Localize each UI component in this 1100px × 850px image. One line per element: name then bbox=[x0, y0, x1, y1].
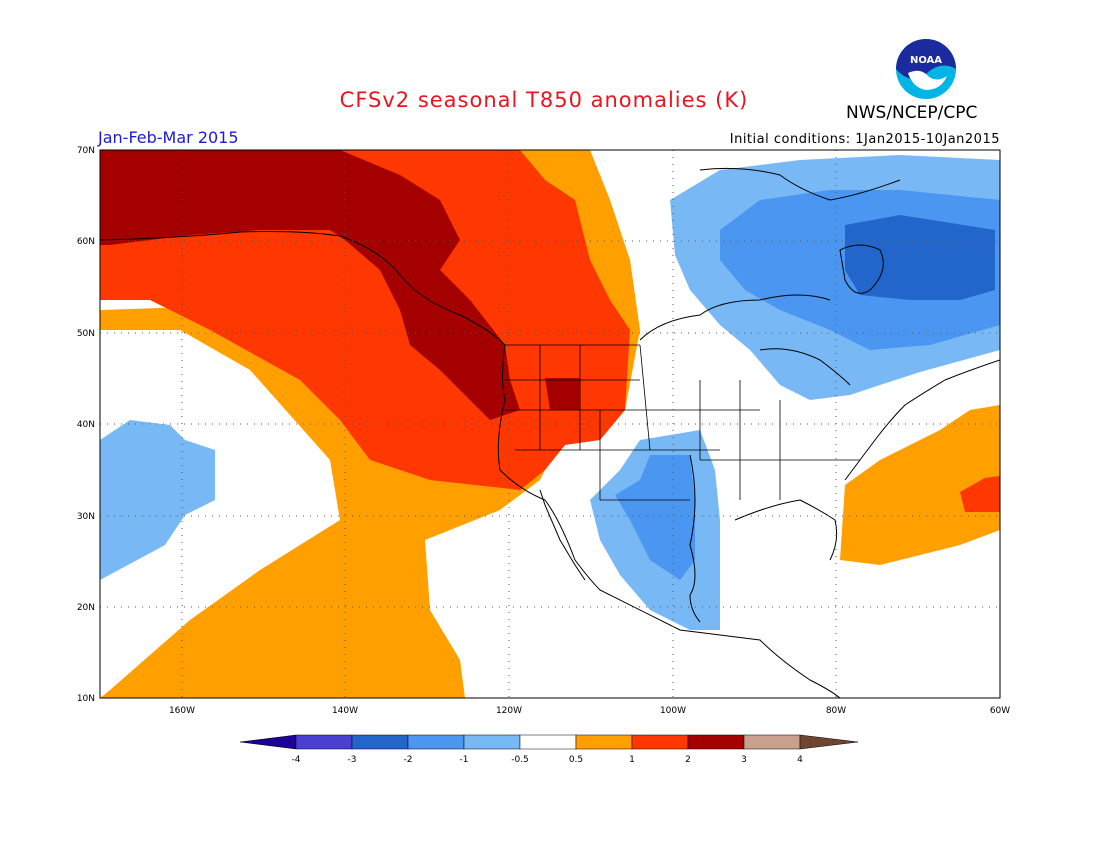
anomaly-region-blue bbox=[615, 455, 695, 580]
colorbar-label: -1 bbox=[460, 755, 469, 765]
svg-text:NOAA: NOAA bbox=[910, 55, 942, 66]
anomaly-region-lightblue bbox=[100, 420, 215, 580]
colorbar-segment bbox=[631, 734, 689, 750]
colorbar-label: 0.5 bbox=[569, 755, 583, 765]
colorbar-segment bbox=[575, 734, 633, 750]
lat-label: 30N bbox=[77, 512, 95, 522]
anomaly-region-orange bbox=[840, 405, 1000, 565]
colorbar-segment bbox=[743, 734, 801, 750]
lon-label: 160W bbox=[169, 706, 195, 716]
lon-label: 140W bbox=[332, 706, 358, 716]
chart-title: CFSv2 seasonal T850 anomalies (K) bbox=[339, 88, 749, 112]
colorbar-label: -4 bbox=[292, 755, 301, 765]
lat-label: 60N bbox=[77, 237, 95, 247]
colorbar-segment bbox=[519, 734, 577, 750]
agency-label: NWS/NCEP/CPC bbox=[846, 103, 978, 123]
anomaly-region-deepblue bbox=[845, 215, 995, 300]
colorbar-segment bbox=[407, 734, 465, 750]
colorbar-label: 1 bbox=[629, 755, 635, 765]
lat-label: 10N bbox=[77, 694, 95, 704]
colorbar-label: 4 bbox=[797, 755, 803, 765]
colorbar-label: -0.5 bbox=[511, 755, 529, 765]
colorbar-legend: -4 -3 -2 -1 -0.5 0.5 1 2 3 4 bbox=[239, 734, 859, 765]
colorbar-label: 2 bbox=[685, 755, 691, 765]
period-label: Jan-Feb-Mar 2015 bbox=[98, 128, 239, 147]
colorbar-label: -2 bbox=[404, 755, 413, 765]
colorbar-segment bbox=[351, 734, 409, 750]
map-frame bbox=[99, 149, 1001, 699]
colorbar-arrow-low bbox=[239, 734, 297, 750]
anomaly-region-red bbox=[960, 476, 1000, 512]
colorbar-arrow-high bbox=[799, 734, 859, 750]
anomaly-region-darkred bbox=[545, 378, 580, 410]
initial-conditions-label: Initial conditions: 1Jan2015-10Jan2015 bbox=[729, 132, 1000, 147]
lon-label: 60W bbox=[990, 706, 1010, 716]
latitude-labels: 70N 60N 50N 40N 30N 20N 10N bbox=[77, 146, 95, 704]
lon-label: 120W bbox=[496, 706, 522, 716]
anomaly-region-darkred bbox=[100, 150, 520, 420]
lon-label: 80W bbox=[826, 706, 846, 716]
colorbar-segment bbox=[687, 734, 745, 750]
noaa-logo: NOAA bbox=[896, 39, 956, 99]
lat-label: 70N bbox=[77, 146, 95, 156]
colorbar-label: 3 bbox=[741, 755, 747, 765]
lon-label: 100W bbox=[660, 706, 686, 716]
colorbar-segment bbox=[295, 734, 353, 750]
colorbar-segment bbox=[463, 734, 521, 750]
lat-label: 20N bbox=[77, 603, 95, 613]
lat-label: 40N bbox=[77, 420, 95, 430]
lat-label: 50N bbox=[77, 329, 95, 339]
colorbar-label: -3 bbox=[348, 755, 357, 765]
longitude-labels: 160W 140W 120W 100W 80W 60W bbox=[169, 706, 1010, 716]
